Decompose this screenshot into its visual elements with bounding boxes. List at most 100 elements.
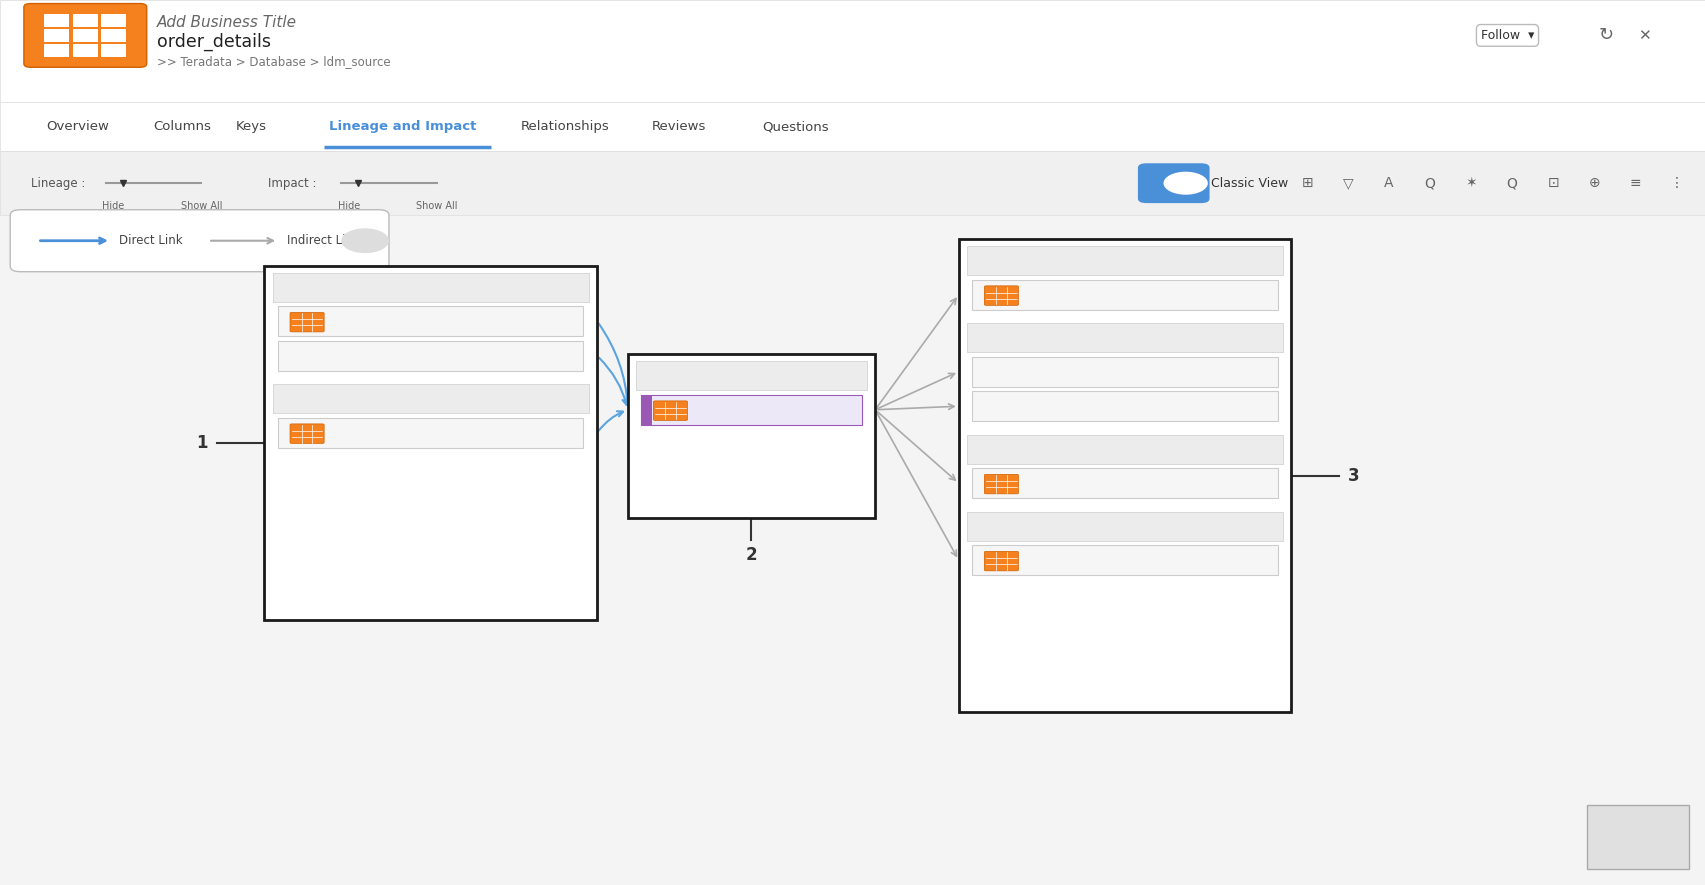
Text: CUSTOMER_DETAILS: CUSTOMER_DETAILS [332,427,447,438]
Text: Oracle_Warehouse: Oracle_Warehouse [305,392,414,405]
Text: V_CUSTOMERS: V_CUSTOMERS [1026,401,1110,412]
FancyBboxPatch shape [278,306,583,336]
Text: ✕: ✕ [361,235,368,246]
Text: Impact :: Impact : [268,177,315,189]
FancyBboxPatch shape [101,43,126,57]
Text: SYN_CUSTOMERS: SYN_CUSTOMERS [332,350,430,361]
Text: SYN_CUSTOMERS: SYN_CUSTOMERS [1026,366,1124,377]
FancyBboxPatch shape [273,384,588,413]
Text: Keys: Keys [235,120,266,133]
Text: 1: 1 [196,434,208,451]
Text: order_details: order_details [157,33,271,50]
Text: Overview: Overview [46,120,109,133]
Text: ✶: ✶ [1465,176,1477,190]
FancyBboxPatch shape [101,29,126,42]
FancyBboxPatch shape [972,391,1277,421]
FancyBboxPatch shape [972,545,1277,575]
FancyBboxPatch shape [73,43,97,57]
Text: ⋮: ⋮ [1669,176,1683,190]
Text: ⇄: ⇄ [292,350,302,362]
FancyBboxPatch shape [958,239,1291,712]
FancyBboxPatch shape [73,29,97,42]
FancyBboxPatch shape [984,474,1018,494]
Text: ⊡: ⊡ [1546,176,1558,190]
Text: Indirect Link: Indirect Link [286,235,360,247]
Text: Oracle_DW: Oracle_DW [305,281,370,294]
Circle shape [1163,172,1207,195]
FancyBboxPatch shape [73,14,97,27]
Text: ▼: ▼ [979,521,985,531]
Text: ⇄: ⇄ [985,366,996,378]
Text: Lineage :: Lineage : [31,177,85,189]
FancyBboxPatch shape [101,14,126,27]
FancyBboxPatch shape [967,246,1282,275]
Text: Columns: Columns [153,120,211,133]
FancyBboxPatch shape [290,424,324,443]
FancyBboxPatch shape [967,435,1282,464]
Text: SUPPLIER: SUPPLIER [1026,555,1079,566]
Text: Reviews: Reviews [651,120,706,133]
FancyBboxPatch shape [0,0,1705,102]
Text: Oracle_DW: Oracle_DW [999,519,1064,533]
FancyBboxPatch shape [967,512,1282,541]
FancyBboxPatch shape [972,468,1277,498]
FancyBboxPatch shape [653,401,687,420]
FancyBboxPatch shape [278,341,583,371]
Text: MENU: MENU [332,316,365,327]
FancyBboxPatch shape [273,273,588,302]
Text: Relationships: Relationships [520,120,609,133]
FancyBboxPatch shape [972,357,1277,387]
Text: ▽: ▽ [1342,176,1352,190]
FancyBboxPatch shape [290,312,324,332]
FancyBboxPatch shape [636,361,866,390]
FancyBboxPatch shape [24,4,147,67]
FancyBboxPatch shape [0,102,1705,151]
FancyBboxPatch shape [984,286,1018,305]
Text: Teradata: Teradata [999,254,1050,267]
FancyBboxPatch shape [627,354,875,518]
FancyBboxPatch shape [1586,805,1688,869]
Text: A: A [1383,176,1393,190]
Text: ▼: ▼ [648,371,655,381]
Text: Show All: Show All [416,201,457,212]
Text: >> Teradata > Database > ldm_source: >> Teradata > Database > ldm_source [157,56,390,68]
Text: Lineage and Impact: Lineage and Impact [329,120,476,133]
Text: ⊡: ⊡ [832,404,842,416]
Text: ▼: ▼ [285,282,292,292]
Text: 3: 3 [1347,466,1359,485]
Text: Questions: Questions [762,120,829,133]
Text: ▼: ▼ [979,333,985,342]
Text: Audit: Audit [1026,289,1055,300]
FancyBboxPatch shape [44,14,70,27]
FancyBboxPatch shape [641,395,651,425]
Text: invoice: invoice [1026,478,1066,489]
Text: Show All: Show All [181,201,222,212]
Text: Direct Link: Direct Link [119,235,182,247]
FancyBboxPatch shape [641,395,861,425]
FancyBboxPatch shape [967,323,1282,352]
FancyBboxPatch shape [44,29,70,42]
Text: ▼: ▼ [979,444,985,454]
FancyBboxPatch shape [1137,163,1209,204]
Text: Q: Q [1506,176,1516,190]
Text: Add Business Title: Add Business Title [157,15,297,29]
Text: ▼: ▼ [285,394,292,404]
FancyBboxPatch shape [984,551,1018,571]
FancyBboxPatch shape [44,43,70,57]
Text: Hide: Hide [102,201,124,212]
Circle shape [341,228,389,253]
FancyBboxPatch shape [10,210,389,272]
Text: ✕: ✕ [1637,28,1649,42]
Text: Classic View: Classic View [1211,177,1287,189]
FancyBboxPatch shape [264,266,597,620]
FancyBboxPatch shape [278,418,583,448]
Text: 2: 2 [745,546,757,564]
Text: ≡: ≡ [1628,176,1640,190]
Text: Follow  ▾: Follow ▾ [1480,29,1533,42]
Text: Hide: Hide [338,201,360,212]
Text: Teradata: Teradata [999,442,1050,456]
Text: ◎: ◎ [985,401,996,412]
Text: «: « [1630,827,1644,847]
Text: ↻: ↻ [1598,27,1613,44]
Text: ▼: ▼ [979,256,985,266]
